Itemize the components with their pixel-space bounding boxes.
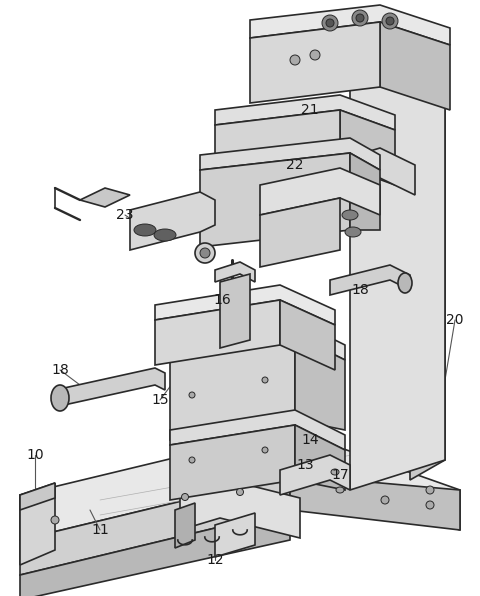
Text: 18: 18 <box>351 283 369 297</box>
Polygon shape <box>20 483 55 510</box>
Polygon shape <box>170 410 345 450</box>
Polygon shape <box>170 335 295 440</box>
Text: 20: 20 <box>446 313 464 327</box>
Text: 12: 12 <box>206 553 224 567</box>
Circle shape <box>290 55 300 65</box>
Circle shape <box>356 14 364 22</box>
Circle shape <box>189 457 195 463</box>
Circle shape <box>310 50 320 60</box>
Ellipse shape <box>342 210 358 220</box>
Text: 14: 14 <box>301 433 319 447</box>
Polygon shape <box>340 148 415 195</box>
Polygon shape <box>330 265 410 295</box>
Circle shape <box>200 248 210 258</box>
Ellipse shape <box>331 469 339 475</box>
Circle shape <box>382 13 398 29</box>
Polygon shape <box>295 425 345 490</box>
Polygon shape <box>340 110 395 185</box>
Circle shape <box>195 243 215 263</box>
Circle shape <box>181 493 189 501</box>
Polygon shape <box>350 153 380 230</box>
Ellipse shape <box>51 385 69 411</box>
Polygon shape <box>170 425 295 500</box>
Polygon shape <box>170 320 345 360</box>
Polygon shape <box>250 22 380 103</box>
Polygon shape <box>280 455 350 495</box>
Circle shape <box>189 392 195 398</box>
Polygon shape <box>380 22 450 110</box>
Circle shape <box>237 489 243 495</box>
Polygon shape <box>280 300 335 370</box>
Text: 23: 23 <box>116 208 134 222</box>
Polygon shape <box>350 38 445 65</box>
Polygon shape <box>20 475 290 575</box>
Circle shape <box>426 486 434 494</box>
Circle shape <box>426 501 434 509</box>
Text: 11: 11 <box>91 523 109 537</box>
Ellipse shape <box>345 227 361 237</box>
Polygon shape <box>250 5 450 45</box>
Polygon shape <box>220 274 250 348</box>
Text: 16: 16 <box>213 293 231 307</box>
Polygon shape <box>410 48 445 480</box>
Polygon shape <box>175 503 195 548</box>
Ellipse shape <box>398 273 412 293</box>
Polygon shape <box>290 475 460 530</box>
Circle shape <box>262 447 268 453</box>
Polygon shape <box>55 368 165 407</box>
Circle shape <box>326 19 334 27</box>
Text: 13: 13 <box>296 458 314 472</box>
Polygon shape <box>215 95 395 130</box>
Text: 17: 17 <box>331 468 349 482</box>
Circle shape <box>386 17 394 25</box>
Text: 15: 15 <box>151 393 169 407</box>
Circle shape <box>51 516 59 524</box>
Text: 18: 18 <box>51 363 69 377</box>
Polygon shape <box>80 188 130 207</box>
Polygon shape <box>155 300 280 365</box>
Text: 21: 21 <box>301 103 319 117</box>
Polygon shape <box>350 55 445 490</box>
Polygon shape <box>20 430 460 540</box>
Polygon shape <box>215 513 255 557</box>
Circle shape <box>262 377 268 383</box>
Polygon shape <box>20 510 290 596</box>
Polygon shape <box>200 153 350 247</box>
Polygon shape <box>200 138 380 170</box>
Circle shape <box>322 15 338 31</box>
Circle shape <box>381 496 389 504</box>
Text: 10: 10 <box>26 448 44 462</box>
Circle shape <box>352 10 368 26</box>
Polygon shape <box>215 110 340 180</box>
Text: 22: 22 <box>286 158 304 172</box>
Polygon shape <box>260 168 380 215</box>
Polygon shape <box>20 483 55 565</box>
Ellipse shape <box>336 487 344 493</box>
Ellipse shape <box>134 224 156 236</box>
Ellipse shape <box>154 229 176 241</box>
Polygon shape <box>295 335 345 430</box>
Polygon shape <box>155 285 335 325</box>
Polygon shape <box>215 262 255 282</box>
Polygon shape <box>130 192 215 250</box>
Polygon shape <box>180 478 300 538</box>
Polygon shape <box>260 198 340 267</box>
